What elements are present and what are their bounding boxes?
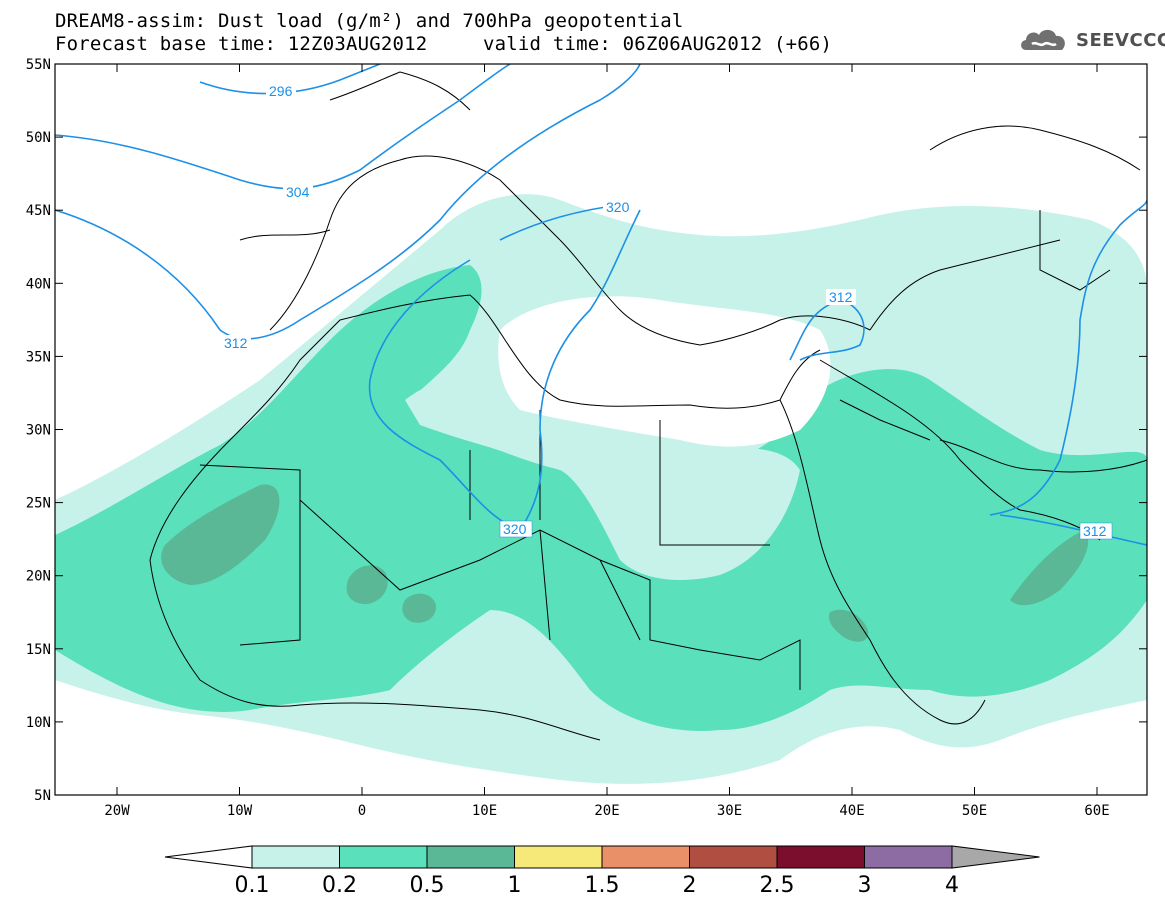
contour-label: 320 xyxy=(606,199,630,215)
colorbar-swatch xyxy=(251,845,340,869)
colorbar-arrow-low xyxy=(164,845,253,869)
coastlines xyxy=(149,71,1147,741)
lon-label: 10E xyxy=(472,803,497,819)
dust-area-dark xyxy=(402,593,437,623)
time-info: Forecast base time: 12Z03AUG2012 valid ti… xyxy=(55,33,832,55)
colorbar xyxy=(164,845,1040,869)
colorbar-label: 0.1 xyxy=(234,873,270,898)
colorbar-arrow-high xyxy=(951,845,1040,869)
colorbar-label: 2.5 xyxy=(759,873,795,898)
lat-label: 5N xyxy=(34,788,51,804)
colorbar-label: 2 xyxy=(682,873,697,898)
valid-time: valid time: 06Z06AUG2012 (+66) xyxy=(483,33,833,55)
dust-area-dark xyxy=(346,565,388,605)
logo-text: SEEVCCC xyxy=(1076,30,1165,51)
lat-label: 50N xyxy=(26,130,51,146)
dust-area-light xyxy=(405,376,800,580)
colorbar-swatch xyxy=(689,845,778,869)
lat-label: 55N xyxy=(26,57,51,73)
dust-area-dark xyxy=(828,609,869,642)
colorbar-label: 3 xyxy=(857,873,872,898)
lat-axis: 55N 50N 45N 40N 35N 30N 25N 20N 15N 10N 5N xyxy=(26,57,1147,804)
lat-label: 25N xyxy=(26,496,51,512)
dust-fields xyxy=(55,194,1147,784)
colorbar-swatch xyxy=(426,845,515,869)
contour-label: 312 xyxy=(829,289,853,305)
base-time: Forecast base time: 12Z03AUG2012 xyxy=(55,33,428,55)
dust-area-dark xyxy=(1010,530,1089,606)
colorbar-swatch xyxy=(776,845,865,869)
cloud-icon xyxy=(1021,29,1065,50)
colorbar-label: 1 xyxy=(507,873,522,898)
lon-label: 30E xyxy=(717,803,742,819)
contour-label: 296 xyxy=(269,83,293,99)
contour-labels: 296 304 312 320 312 320 312 xyxy=(221,83,1113,540)
colorbar-label: 0.5 xyxy=(409,873,445,898)
dust-area-dark xyxy=(161,484,280,585)
lon-label: 40E xyxy=(839,803,864,819)
seevccc-logo: SEEVCCC xyxy=(1018,24,1165,58)
lon-label: 20E xyxy=(594,803,619,819)
lon-axis: 20W 10W 0 10E 20E 30E 40E 50E 60E xyxy=(104,64,1110,819)
contour-label: 312 xyxy=(224,335,248,351)
contour-label: 320 xyxy=(503,521,527,537)
map-title: DREAM8-assim: Dust load (g/m²) and 700hP… xyxy=(55,10,684,32)
contour-label: 304 xyxy=(286,184,310,200)
lat-label: 35N xyxy=(26,349,51,365)
colorbar-swatch xyxy=(514,845,603,869)
lon-label: 60E xyxy=(1084,803,1109,819)
lat-label: 45N xyxy=(26,203,51,219)
lat-label: 15N xyxy=(26,642,51,658)
lon-label: 10W xyxy=(227,803,253,819)
lon-label: 20W xyxy=(104,803,130,819)
contour-label: 312 xyxy=(1083,523,1107,539)
colorbar-swatch xyxy=(339,845,428,869)
lon-label: 0 xyxy=(358,803,366,819)
lat-label: 20N xyxy=(26,569,51,585)
lat-label: 30N xyxy=(26,423,51,439)
colorbar-swatch xyxy=(864,845,953,869)
colorbar-label: 1.5 xyxy=(584,873,620,898)
lat-label: 40N xyxy=(26,276,51,292)
colorbar-label: 0.2 xyxy=(322,873,357,898)
colorbar-label: 4 xyxy=(945,873,959,898)
lon-label: 50E xyxy=(962,803,987,819)
lat-label: 10N xyxy=(26,715,51,731)
colorbar-swatch xyxy=(601,845,690,869)
